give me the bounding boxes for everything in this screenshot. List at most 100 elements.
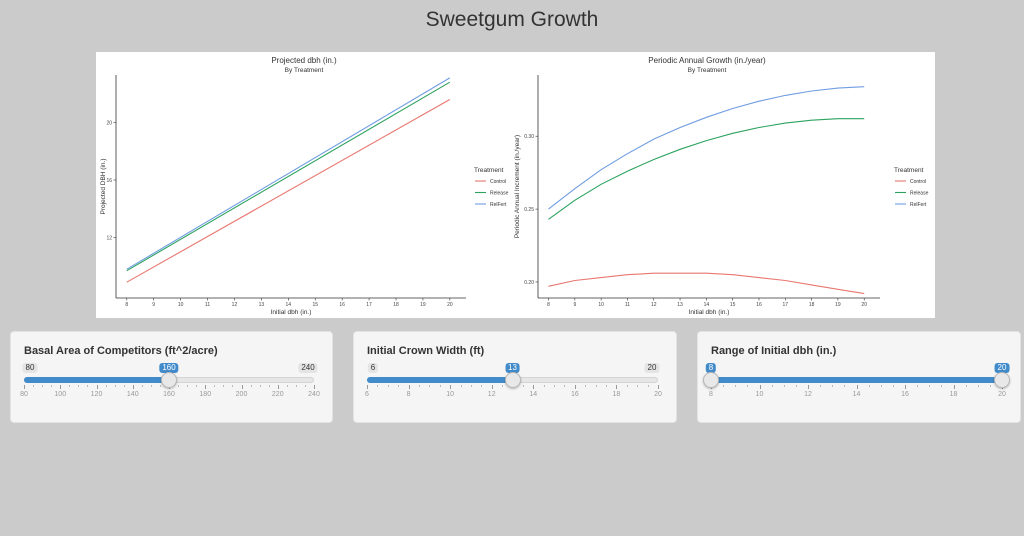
chart2-x-label: Initial dbh (in.) [689, 309, 730, 316]
slider-minor-tick [965, 385, 967, 387]
slider-tick-label: 180 [199, 391, 212, 398]
chart2-title: Periodic Annual Growth (in./year) [648, 56, 766, 65]
slider-max-label: 20 [644, 363, 660, 373]
slider-tick [408, 385, 410, 389]
chart1-x-tick-label: 13 [259, 302, 265, 308]
chart1-legend-title: Treatment [474, 167, 504, 174]
slider-minor-tick [880, 385, 882, 387]
slider-minor-tick [977, 385, 979, 387]
slider-minor-tick [187, 385, 189, 387]
slider-minor-tick [564, 385, 566, 387]
chart2-y-label: Periodic Annual Increment (in./year) [514, 135, 521, 238]
chart2-series-release [548, 118, 865, 220]
slider-tick-label: 8 [709, 391, 713, 398]
slider-tick-label: 14 [852, 391, 861, 398]
chart2-legend-label: Control [910, 179, 926, 185]
slider-tick [658, 385, 659, 389]
slider-tick-label: 240 [308, 391, 320, 398]
chart2-legend-title: Treatment [894, 167, 924, 174]
slider-tick-label: 20 [998, 391, 1006, 398]
slider-minor-tick [214, 385, 216, 387]
slider-minor-tick [783, 385, 785, 387]
chart1-x-tick-label: 10 [178, 302, 184, 308]
slider-minor-tick [522, 385, 524, 387]
slider-minor-tick [429, 385, 431, 387]
page-title: Sweetgum Growth [425, 8, 599, 31]
chart2-x-tick-label: 20 [861, 302, 867, 308]
slider-handle[interactable] [994, 372, 1010, 388]
slider-tick [367, 385, 368, 389]
chart1-x-tick-label: 16 [339, 302, 345, 308]
chart2-series-relfert [548, 86, 865, 210]
slider-minor-tick [585, 385, 587, 387]
slider-tick-label: 220 [271, 391, 284, 398]
slider-minor-tick [917, 385, 919, 387]
chart2-x-tick-label: 18 [809, 302, 815, 308]
slider-minor-tick [286, 385, 288, 387]
chart2-x-tick-label: 8 [547, 302, 550, 308]
slider-minor-tick [795, 385, 797, 387]
slider-minor-tick [295, 385, 297, 387]
chart1-x-tick-label: 14 [286, 302, 292, 308]
slider-handle[interactable] [161, 372, 177, 388]
chart2-y-tick-label: 0.20 [524, 280, 534, 286]
plot-panel: Projected dbh (in.) By Treatment 8 9 10 11 12 1… [96, 52, 935, 318]
slider-tick [24, 385, 25, 389]
slider-minor-tick [377, 385, 379, 387]
slider-tick [314, 385, 315, 389]
slider-tick [60, 385, 62, 389]
chart1-title: Projected dbh (in.) [271, 56, 337, 65]
slider-value-label: 20 [994, 363, 1010, 373]
slider-minor-tick [114, 385, 116, 387]
slider-tick-label: 16 [570, 391, 579, 398]
slider-value-label: 8 [705, 363, 717, 373]
slider-tick [132, 385, 134, 389]
slider-minor-tick [78, 385, 80, 387]
slider-tick [205, 385, 207, 389]
chart2-x-tick-label: 15 [730, 302, 736, 308]
slider-minor-tick [304, 385, 306, 387]
chart2-x-tick-label: 16 [756, 302, 762, 308]
slider-minor-tick [735, 385, 737, 387]
slider-minor-tick [223, 385, 225, 387]
charts-svg: Projected dbh (in.) By Treatment 8 9 10 11 12 1… [100, 56, 929, 316]
chart1-y-label: Projected DBH (in.) [100, 159, 107, 215]
slider-tick [759, 385, 761, 389]
slider-handle[interactable] [504, 372, 521, 388]
slider-label-dbh-range: Range of Initial dbh (in.) [711, 345, 837, 357]
slider-minor-tick [87, 385, 89, 387]
slider-handle[interactable] [703, 372, 719, 388]
chart1-x-tick-label: 15 [312, 302, 318, 308]
slider-minor-tick [178, 385, 180, 387]
chart1-x-label: Initial dbh (in.) [271, 309, 312, 316]
slider-minor-tick [460, 385, 462, 387]
slider-minor-tick [159, 385, 161, 387]
slider-minor-tick [502, 385, 504, 387]
chart1-y-tick-label: 12 [106, 236, 112, 242]
slider-minor-tick [439, 385, 441, 387]
chart2-y-tick-label: 0.30 [524, 134, 534, 140]
slider-minor-tick [42, 385, 44, 387]
slider-minor-tick [637, 385, 639, 387]
chart2-x-tick-label: 11 [625, 302, 630, 308]
chart2-subtitle: By Treatment [688, 67, 727, 74]
slider-label-crown-width: Initial Crown Width (ft) [367, 345, 485, 357]
chart1-x-tick-label: 12 [232, 302, 238, 308]
chart2-x-tick-label: 10 [598, 302, 604, 308]
chart2-x-tick-label: 9 [573, 302, 576, 308]
slider-minor-tick [771, 385, 773, 387]
slider-minor-tick [232, 385, 234, 387]
chart2-legend-label: RelFert [910, 202, 927, 208]
slider-tick [856, 385, 858, 389]
chart1-y-tick-label: 16 [106, 178, 112, 184]
slider-fill [711, 377, 1002, 383]
slider-tick-label: 140 [126, 391, 139, 398]
slider-minor-tick [747, 385, 749, 387]
chart1-x-tick-label: 18 [393, 302, 399, 308]
chart2-y-tick-label: 0.25 [524, 207, 534, 213]
chart2-x-tick-label: 13 [677, 302, 683, 308]
slider-minor-tick [606, 385, 608, 387]
chart1-series-control [126, 99, 451, 283]
slider-fill [367, 377, 513, 383]
slider-tick [450, 385, 452, 389]
